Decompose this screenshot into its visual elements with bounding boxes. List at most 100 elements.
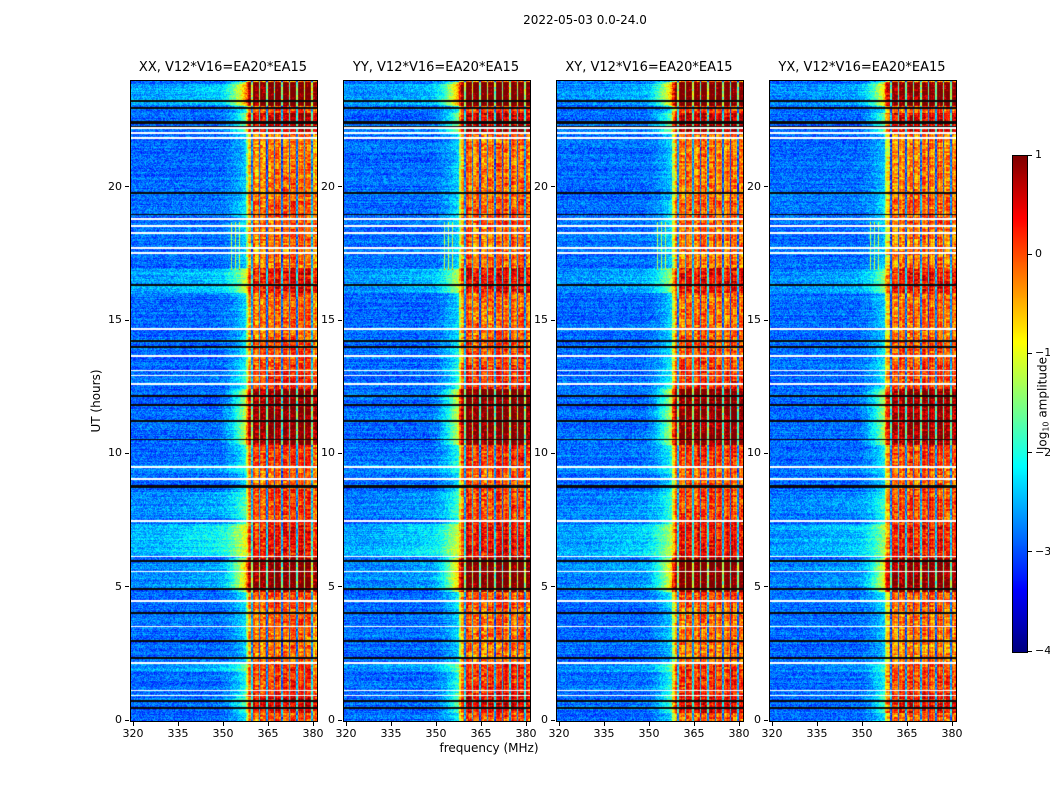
- y-tick-label: 20: [108, 179, 122, 193]
- y-tick-label: 0: [754, 713, 761, 726]
- x-tick-mark: [132, 722, 134, 726]
- colorbar-tick-label: −4: [1035, 644, 1050, 657]
- y-tick-mark: [551, 586, 555, 588]
- y-tick-mark: [338, 586, 342, 588]
- x-tick-label: 365: [470, 727, 492, 740]
- x-tick-label: 320: [761, 727, 783, 740]
- panel-title: XX, V12*V16=EA20*EA15: [138, 60, 308, 75]
- y-tick-mark: [338, 719, 342, 721]
- y-tick-label: 5: [115, 579, 122, 593]
- spectrogram-canvas: [770, 81, 956, 721]
- y-tick-label: 0: [115, 713, 122, 726]
- y-tick-mark: [764, 586, 768, 588]
- y-tick-label: 10: [534, 446, 548, 460]
- panel-title: YX, V12*V16=EA20*EA15: [778, 60, 946, 75]
- x-tick-label: 350: [425, 727, 447, 740]
- x-tick-label: 320: [548, 727, 570, 740]
- x-axis-label: frequency (MHz): [439, 741, 539, 755]
- x-tick-label: 380: [302, 727, 324, 740]
- spectrogram-panel: [556, 80, 744, 722]
- y-tick-label: 10: [108, 446, 122, 460]
- x-tick-mark: [951, 722, 953, 726]
- y-tick-label: 20: [321, 179, 335, 193]
- colorbar-tick-label: 0: [1035, 247, 1042, 261]
- y-tick-mark: [125, 719, 129, 721]
- spectrogram-canvas: [131, 81, 317, 721]
- y-tick-mark: [338, 319, 342, 321]
- x-tick-label: 365: [896, 727, 918, 740]
- x-tick-label: 380: [728, 727, 750, 740]
- x-tick-label: 350: [638, 727, 660, 740]
- y-tick-label: 15: [534, 313, 548, 326]
- x-tick-label: 365: [257, 727, 279, 740]
- x-tick-mark: [267, 722, 269, 726]
- y-tick-mark: [125, 319, 129, 321]
- colorbar-tick-mark: [1028, 154, 1032, 156]
- x-tick-mark: [525, 722, 527, 726]
- y-tick-mark: [551, 186, 555, 188]
- colorbar-tick-mark: [1028, 650, 1032, 652]
- y-tick-label: 20: [534, 179, 548, 193]
- colorbar-label-suffix: amplitude: [1035, 357, 1050, 422]
- y-tick-label: 5: [328, 579, 335, 593]
- colorbar-tick-label: 1: [1035, 148, 1042, 161]
- spectrogram-panel: [343, 80, 531, 722]
- x-tick-mark: [603, 722, 605, 726]
- y-tick-mark: [125, 586, 129, 588]
- x-tick-label: 350: [851, 727, 873, 740]
- x-tick-mark: [738, 722, 740, 726]
- y-tick-label: 10: [747, 446, 761, 460]
- y-tick-label: 20: [747, 179, 761, 193]
- x-tick-mark: [435, 722, 437, 726]
- x-tick-mark: [816, 722, 818, 726]
- x-tick-mark: [345, 722, 347, 726]
- x-tick-mark: [177, 722, 179, 726]
- x-tick-mark: [693, 722, 695, 726]
- x-tick-label: 335: [806, 727, 828, 740]
- colorbar-tick-mark: [1028, 352, 1032, 354]
- x-tick-label: 335: [593, 727, 615, 740]
- x-tick-label: 350: [212, 727, 234, 740]
- colorbar-tick-mark: [1028, 452, 1032, 454]
- x-tick-label: 365: [683, 727, 705, 740]
- x-tick-label: 380: [515, 727, 537, 740]
- y-tick-mark: [338, 186, 342, 188]
- y-tick-label: 0: [328, 713, 335, 726]
- y-tick-label: 10: [321, 446, 335, 460]
- y-tick-mark: [764, 186, 768, 188]
- x-tick-label: 335: [167, 727, 189, 740]
- x-tick-label: 320: [335, 727, 357, 740]
- y-tick-mark: [551, 719, 555, 721]
- colorbar-tick-label: −1: [1035, 346, 1050, 360]
- x-tick-label: 335: [380, 727, 402, 740]
- colorbar-tick-label: −2: [1035, 445, 1050, 459]
- y-tick-mark: [551, 319, 555, 321]
- x-tick-mark: [390, 722, 392, 726]
- x-tick-mark: [480, 722, 482, 726]
- x-tick-mark: [558, 722, 560, 726]
- y-tick-mark: [764, 319, 768, 321]
- figure-title: 2022-05-03 0.0-24.0: [523, 13, 647, 27]
- x-tick-mark: [861, 722, 863, 726]
- y-tick-mark: [764, 719, 768, 721]
- colorbar-tick-mark: [1028, 253, 1032, 255]
- y-tick-label: 15: [108, 313, 122, 326]
- y-tick-label: 5: [754, 579, 761, 593]
- x-tick-mark: [771, 722, 773, 726]
- y-tick-mark: [551, 452, 555, 454]
- colorbar-tick-label: −3: [1035, 544, 1050, 558]
- colorbar-gradient: [1013, 156, 1027, 652]
- colorbar: [1012, 155, 1028, 653]
- y-tick-label: 15: [747, 313, 761, 326]
- y-tick-mark: [125, 186, 129, 188]
- x-tick-mark: [648, 722, 650, 726]
- y-tick-mark: [125, 452, 129, 454]
- x-tick-mark: [222, 722, 224, 726]
- x-tick-mark: [906, 722, 908, 726]
- y-tick-mark: [338, 452, 342, 454]
- x-tick-mark: [312, 722, 314, 726]
- x-tick-label: 320: [122, 727, 144, 740]
- panel-title: XY, V12*V16=EA20*EA15: [565, 60, 733, 75]
- colorbar-label-subscript: 10: [1041, 421, 1050, 432]
